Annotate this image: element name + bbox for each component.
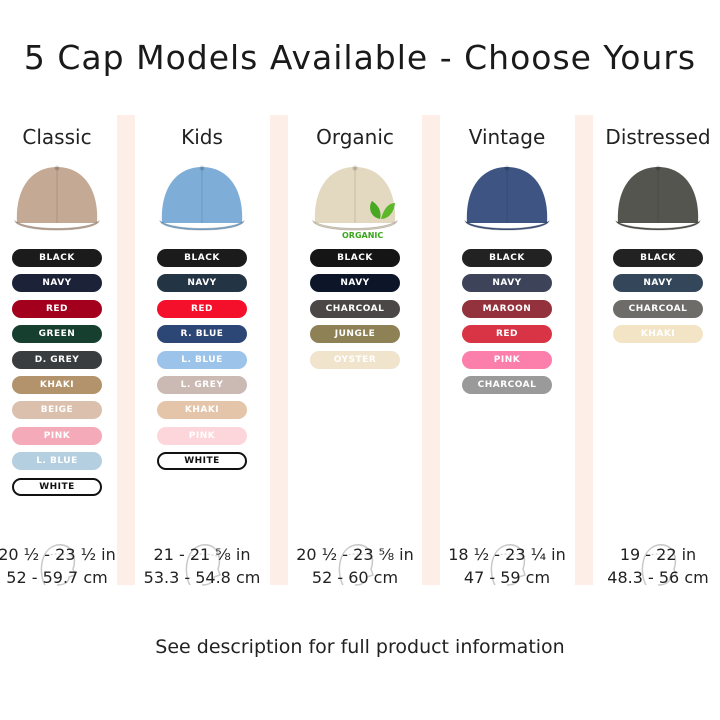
- color-option-black[interactable]: BLACK: [157, 249, 247, 267]
- color-option-beige[interactable]: BEIGE: [12, 401, 102, 420]
- model-name: Organic: [316, 125, 394, 149]
- size-cm: 53.3 - 54.8 cm: [143, 568, 261, 587]
- color-option-navy[interactable]: NAVY: [12, 274, 102, 293]
- size-inches: 19 - 22 in: [619, 545, 697, 564]
- organic-badge: ORGANIC: [342, 231, 384, 240]
- size-range: 20 ½ - 23 ½ in 52 - 59.7 cm: [0, 543, 132, 589]
- size-cm: 52 - 59.7 cm: [6, 568, 108, 587]
- divider: [117, 115, 135, 585]
- color-option-navy[interactable]: NAVY: [157, 274, 247, 293]
- color-option-red[interactable]: RED: [12, 299, 102, 318]
- color-option-khaki[interactable]: KHAKI: [613, 325, 703, 344]
- size-inches: 20 ½ - 23 ⅝ in: [296, 545, 414, 564]
- cap-model-kids: Kids BLACK NAVY RED R. BLUE L. BLUE L. GREY KH…: [127, 125, 277, 478]
- size-inches: 18 ½ - 23 ¼ in: [448, 545, 566, 564]
- color-option-red[interactable]: RED: [157, 299, 247, 318]
- head-measure-icon: [477, 535, 537, 590]
- color-option-khaki[interactable]: KHAKI: [12, 375, 102, 394]
- color-option-charcoal[interactable]: CHARCOAL: [613, 299, 703, 318]
- color-option-l-blue[interactable]: L. BLUE: [157, 350, 247, 369]
- color-option-black[interactable]: BLACK: [310, 249, 400, 267]
- cap-image: [464, 165, 550, 231]
- color-option-pink[interactable]: PINK: [157, 426, 247, 445]
- color-option-black[interactable]: BLACK: [12, 249, 102, 267]
- color-option-maroon[interactable]: MAROON: [462, 299, 552, 318]
- color-option-navy[interactable]: NAVY: [613, 274, 703, 293]
- color-option-pink[interactable]: PINK: [462, 350, 552, 369]
- size-cm: 48.3 - 56 cm: [607, 568, 709, 587]
- size-cm: 52 - 60 cm: [311, 568, 399, 587]
- color-option-white[interactable]: WHITE: [12, 477, 102, 496]
- color-option-green[interactable]: GREEN: [12, 325, 102, 344]
- model-name: Distressed: [605, 125, 711, 149]
- color-option-white[interactable]: WHITE: [157, 452, 247, 471]
- size-inches: 20 ½ - 23 ½ in: [0, 545, 116, 564]
- cap-image: [14, 165, 100, 231]
- size-range: 19 - 22 in 48.3 - 56 cm: [583, 543, 720, 589]
- divider: [270, 115, 288, 585]
- color-option-black[interactable]: BLACK: [462, 249, 552, 267]
- color-option-charcoal[interactable]: CHARCOAL: [462, 375, 552, 394]
- head-measure-icon: [172, 535, 232, 590]
- color-option-oyster[interactable]: OYSTER: [310, 350, 400, 369]
- model-name: Classic: [22, 125, 92, 149]
- cap-model-organic: Organic ORGANIC BLACK NAVY CHARCOAL JUNGLE OY…: [280, 125, 430, 376]
- size-range: 20 ½ - 23 ⅝ in 52 - 60 cm: [280, 543, 430, 589]
- model-name: Kids: [181, 125, 223, 149]
- leaf-icon: [370, 201, 395, 219]
- color-option-red[interactable]: RED: [462, 325, 552, 344]
- head-measure-icon: [325, 535, 385, 590]
- color-option-charcoal[interactable]: CHARCOAL: [310, 299, 400, 318]
- divider: [575, 115, 593, 585]
- size-inches: 21 - 21 ⅝ in: [153, 545, 251, 564]
- size-cm: 47 - 59 cm: [463, 568, 551, 587]
- color-option-jungle[interactable]: JUNGLE: [310, 325, 400, 344]
- cap-image: [615, 165, 701, 231]
- cap-image: [159, 165, 245, 231]
- page-title: 5 Cap Models Available - Choose Yours: [23, 38, 697, 77]
- head-measure-icon: [628, 535, 688, 590]
- size-range: 21 - 21 ⅝ in 53.3 - 54.8 cm: [127, 543, 277, 589]
- color-option-navy[interactable]: NAVY: [310, 274, 400, 293]
- color-option-l-grey[interactable]: L. GREY: [157, 375, 247, 394]
- cap-model-classic: Classic BLACK NAVY RED GREEN D. GREY KHAKI BEI…: [0, 125, 132, 503]
- color-option-r-blue[interactable]: R. BLUE: [157, 325, 247, 344]
- color-option-d-grey[interactable]: D. GREY: [12, 350, 102, 369]
- head-measure-icon: [27, 535, 87, 590]
- color-option-black[interactable]: BLACK: [613, 249, 703, 267]
- cap-model-distressed: Distressed BLACK NAVY CHARCOAL KHAKI: [583, 125, 720, 351]
- color-option-navy[interactable]: NAVY: [462, 274, 552, 293]
- color-option-pink[interactable]: PINK: [12, 426, 102, 445]
- color-option-khaki[interactable]: KHAKI: [157, 401, 247, 420]
- model-name: Vintage: [468, 125, 546, 149]
- divider: [422, 115, 440, 585]
- footer-note: See description for full product informa…: [155, 636, 565, 658]
- size-range: 18 ½ - 23 ¼ in 47 - 59 cm: [432, 543, 582, 589]
- cap-model-vintage: Vintage BLACK NAVY MAROON RED PINK CHARCOAL: [432, 125, 582, 401]
- color-option-l-blue[interactable]: L. BLUE: [12, 452, 102, 471]
